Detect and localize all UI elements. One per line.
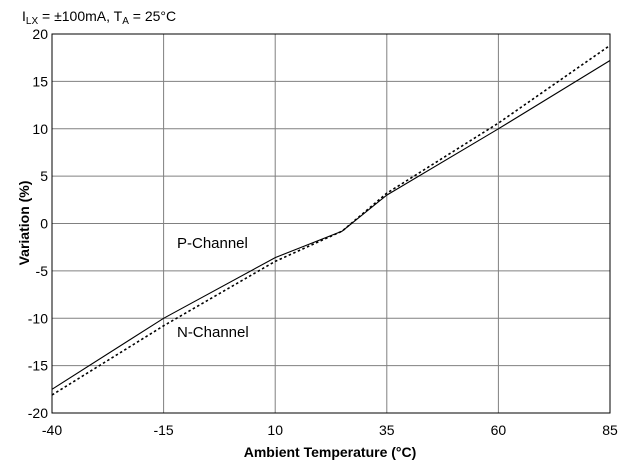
temperature-label-subscript: A xyxy=(122,16,129,27)
y-tick-label: -5 xyxy=(36,263,49,279)
x-axis-title: Ambient Temperature (°C) xyxy=(244,444,417,460)
annotations: P-Channel N-Channel xyxy=(177,235,249,341)
x-tick-label: 35 xyxy=(379,422,395,438)
annotation-p-channel: P-Channel xyxy=(177,235,248,252)
current-label-subscript: LX xyxy=(26,16,39,27)
y-tick-label: 20 xyxy=(32,26,48,42)
y-tick-label: 5 xyxy=(40,168,48,184)
x-tick-label: -40 xyxy=(42,422,62,438)
y-tick-label: 15 xyxy=(32,73,48,89)
x-tick-label: -15 xyxy=(153,422,173,438)
series-line-p-channel xyxy=(51,60,611,390)
series-layer xyxy=(51,44,611,396)
y-tick-label: 10 xyxy=(32,121,48,137)
y-tick-label: -10 xyxy=(28,310,48,326)
grid xyxy=(51,33,611,414)
temperature-value: = 25°C xyxy=(129,8,176,24)
plot-border xyxy=(51,33,611,414)
current-value: = ±100mA, T xyxy=(38,8,123,24)
current-label: I xyxy=(22,8,26,24)
x-tick-label: 60 xyxy=(491,422,507,438)
x-tick-label: 10 xyxy=(267,422,283,438)
y-tick-label: -15 xyxy=(28,358,48,374)
tick-labels: -40 -15 10 35 60 85 20 15 10 5 0 -5 -10 -15 -20 xyxy=(28,26,618,438)
y-tick-label: -20 xyxy=(28,405,48,421)
y-tick-label: 0 xyxy=(40,216,48,232)
x-tick-label: 85 xyxy=(602,422,618,438)
annotation-n-channel: N-Channel xyxy=(177,324,249,341)
test-conditions: ILX = ±100mA, TA = 25°C xyxy=(22,8,176,27)
series-line-n-channel xyxy=(51,44,611,396)
y-axis-title: Variation (%) xyxy=(16,181,32,266)
